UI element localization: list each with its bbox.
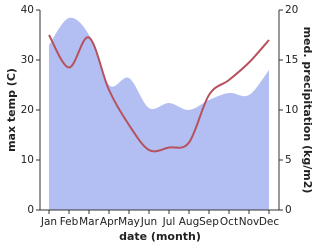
temperature-line [48, 34, 270, 153]
x-tick-label: Apr [100, 216, 119, 228]
y-tick-label: 40 [21, 4, 34, 16]
x-tick-label: Jun [140, 216, 157, 228]
x-tick-label: Aug [179, 216, 200, 228]
y2-tick-label: 0 [285, 204, 292, 216]
x-tick-label: Sep [199, 216, 219, 228]
x-tick-label: May [118, 216, 140, 228]
x-tick-label: Nov [239, 216, 260, 228]
y2-tick-label: 20 [285, 4, 298, 16]
x-tick-label: Feb [60, 216, 79, 228]
x-tick-label: Jul [162, 216, 176, 228]
y-tick-label: 20 [21, 104, 34, 116]
y-tick-label: 30 [21, 54, 34, 66]
y-tick-label: 10 [21, 154, 34, 166]
x-tick-label: Oct [220, 216, 238, 228]
x-tick-label: Jan [40, 216, 57, 228]
x-tick-label: Dec [259, 216, 280, 228]
y2-axis-title: med. precipitation (kg/m2) [301, 27, 314, 194]
y2-tick-label: 15 [285, 54, 298, 66]
y2-tick-label: 10 [285, 104, 298, 116]
x-axis-title: date (month) [119, 230, 201, 243]
precipitation-area [49, 17, 269, 210]
y2-tick-label: 5 [285, 154, 292, 166]
y-tick-label: 0 [27, 204, 34, 216]
y-axis-title: max temp (C) [5, 68, 18, 152]
x-tick-label: Mar [79, 216, 99, 228]
